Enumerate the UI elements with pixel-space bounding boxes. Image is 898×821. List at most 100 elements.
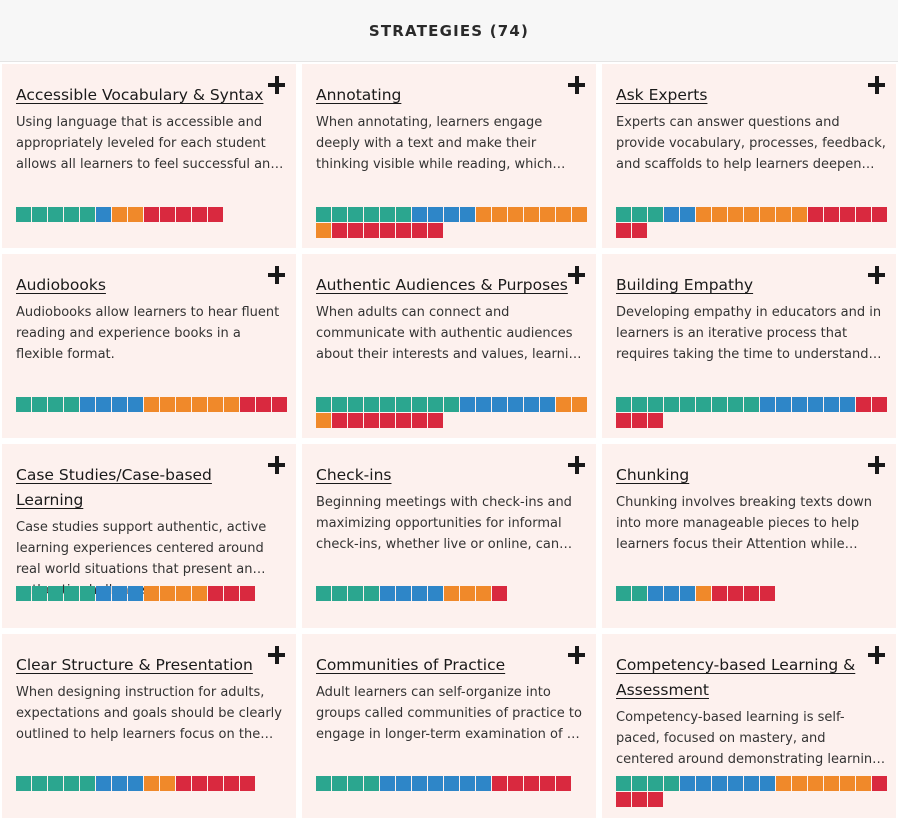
blue-tag-segment: [776, 397, 791, 412]
red-tag-segment: [208, 207, 223, 222]
red-tag-segment: [380, 223, 395, 238]
plus-icon[interactable]: [568, 456, 586, 474]
red-tag-segment: [616, 792, 631, 807]
plus-icon[interactable]: [268, 456, 286, 474]
red-tag-segment: [744, 586, 759, 601]
red-tag-segment: [508, 776, 523, 791]
red-tag-segment: [616, 223, 631, 238]
orange-tag-segment: [524, 207, 539, 222]
orange-tag-segment: [556, 397, 571, 412]
tag-bars: [316, 207, 588, 238]
blue-tag-segment: [444, 207, 459, 222]
strategy-title-link[interactable]: Annotating: [316, 86, 402, 104]
red-tag-segment: [872, 776, 887, 791]
teal-tag-segment: [648, 776, 663, 791]
teal-tag-segment: [332, 397, 347, 412]
red-tag-segment: [396, 413, 411, 428]
strategy-title-link[interactable]: Authentic Audiences & Purposes: [316, 276, 568, 294]
strategy-card[interactable]: Authentic Audiences & Purposes When adul…: [302, 254, 596, 438]
teal-tag-segment: [316, 776, 331, 791]
strategy-card[interactable]: Accessible Vocabulary & Syntax Using lan…: [2, 64, 296, 248]
orange-tag-segment: [792, 207, 807, 222]
teal-tag-segment: [380, 397, 395, 412]
page-title: STRATEGIES (74): [368, 21, 530, 40]
orange-tag-segment: [572, 207, 587, 222]
strategy-card[interactable]: Check-ins Beginning meetings with check-…: [302, 444, 596, 628]
orange-tag-segment: [856, 776, 871, 791]
blue-tag-segment: [540, 397, 555, 412]
teal-tag-segment: [364, 207, 379, 222]
strategy-title-link[interactable]: Accessible Vocabulary & Syntax: [16, 86, 264, 104]
orange-tag-segment: [144, 776, 159, 791]
blue-tag-segment: [428, 776, 443, 791]
blue-tag-segment: [680, 586, 695, 601]
blue-tag-segment: [824, 397, 839, 412]
strategy-description: Using language that is accessible and ap…: [16, 115, 279, 172]
teal-tag-segment: [380, 207, 395, 222]
strategy-title-link[interactable]: Competency-based Learning & Assessment: [616, 656, 856, 699]
blue-tag-segment: [96, 586, 111, 601]
orange-tag-segment: [540, 207, 555, 222]
strategy-title-link[interactable]: Building Empathy: [616, 276, 754, 294]
teal-tag-segment: [80, 776, 95, 791]
plus-icon[interactable]: [868, 76, 886, 94]
blue-tag-segment: [428, 207, 443, 222]
strategy-title-link[interactable]: Communities of Practice: [316, 656, 506, 674]
plus-icon[interactable]: [268, 266, 286, 284]
teal-tag-segment: [348, 776, 363, 791]
plus-icon[interactable]: [868, 456, 886, 474]
blue-tag-segment: [112, 586, 127, 601]
blue-tag-segment: [460, 397, 475, 412]
strategy-card[interactable]: Competency-based Learning & Assessment C…: [602, 634, 896, 818]
orange-tag-segment: [192, 397, 207, 412]
red-tag-segment: [364, 413, 379, 428]
blue-tag-segment: [728, 776, 743, 791]
strategy-title-link[interactable]: Check-ins: [316, 466, 392, 484]
strategy-title-link[interactable]: Clear Structure & Presentation: [16, 656, 253, 674]
orange-tag-segment: [160, 397, 175, 412]
red-tag-segment: [160, 207, 175, 222]
strategy-card[interactable]: Chunking Chunking involves breaking text…: [602, 444, 896, 628]
teal-tag-segment: [664, 776, 679, 791]
strategy-card[interactable]: Ask Experts Experts can answer questions…: [602, 64, 896, 248]
blue-tag-segment: [792, 397, 807, 412]
blue-tag-segment: [808, 397, 823, 412]
strategy-card[interactable]: Clear Structure & Presentation When desi…: [2, 634, 296, 818]
red-tag-segment: [648, 792, 663, 807]
blue-tag-segment: [112, 397, 127, 412]
red-tag-segment: [632, 413, 647, 428]
strategy-title-link[interactable]: Ask Experts: [616, 86, 708, 104]
strategy-card[interactable]: Communities of Practice Adult learners c…: [302, 634, 596, 818]
tag-bars: [616, 397, 888, 428]
teal-tag-segment: [444, 397, 459, 412]
red-tag-segment: [540, 776, 555, 791]
tag-bars: [616, 586, 888, 601]
tag-bars: [616, 776, 888, 807]
strategy-title-link[interactable]: Audiobooks: [16, 276, 106, 294]
strategy-card[interactable]: Audiobooks Audiobooks allow learners to …: [2, 254, 296, 438]
red-tag-segment: [144, 207, 159, 222]
plus-icon[interactable]: [868, 266, 886, 284]
teal-tag-segment: [648, 207, 663, 222]
plus-icon[interactable]: [868, 646, 886, 664]
tag-bars: [316, 397, 588, 428]
teal-tag-segment: [348, 207, 363, 222]
red-tag-segment: [428, 223, 443, 238]
red-tag-segment: [712, 586, 727, 601]
red-tag-segment: [240, 397, 255, 412]
red-tag-segment: [428, 413, 443, 428]
plus-icon[interactable]: [268, 646, 286, 664]
blue-tag-segment: [96, 207, 111, 222]
plus-icon[interactable]: [568, 76, 586, 94]
teal-tag-segment: [16, 586, 31, 601]
red-tag-segment: [176, 776, 191, 791]
strategy-title-link[interactable]: Case Studies/Case-based Learning: [16, 466, 212, 509]
plus-icon[interactable]: [568, 646, 586, 664]
strategy-title-link[interactable]: Chunking: [616, 466, 690, 484]
strategy-card[interactable]: Case Studies/Case-based Learning Case st…: [2, 444, 296, 628]
strategy-card[interactable]: Annotating When annotating, learners eng…: [302, 64, 596, 248]
plus-icon[interactable]: [568, 266, 586, 284]
orange-tag-segment: [776, 207, 791, 222]
strategy-card[interactable]: Building Empathy Developing empathy in e…: [602, 254, 896, 438]
plus-icon[interactable]: [268, 76, 286, 94]
